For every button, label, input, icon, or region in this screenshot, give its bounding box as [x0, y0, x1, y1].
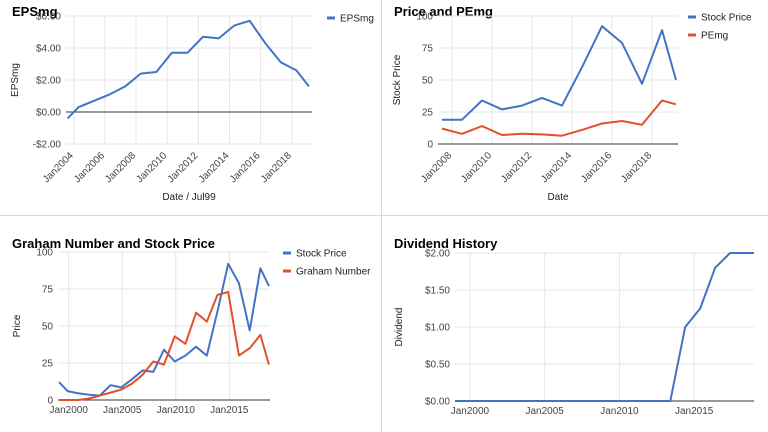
- dividend-chart-panel: Dividend History $0.00 $0.50 $1.00 $1.50 $2.0…: [382, 216, 768, 432]
- y-tick-label: 25: [422, 108, 434, 119]
- x-tick-label: Jan2014: [197, 150, 232, 185]
- y-axis-title: Dividend: [394, 308, 405, 347]
- series-line-dividend: [455, 252, 754, 402]
- dividend-chart: Dividend History $0.00 $0.50 $1.00 $1.50 $2.0…: [394, 236, 754, 417]
- x-tick-label: Jan2005: [526, 406, 565, 417]
- eps-chart-panel: EPSmg -$2.00 $0.00 $2.00 $4.00 $6.00 Jan2004 Ja…: [0, 0, 381, 215]
- series-line-stock-price: [58, 262, 270, 397]
- graham-chart-panel: Graham Number and Stock Price 0 25 50 75 100 J…: [0, 216, 381, 432]
- x-axis-title: Date: [547, 192, 569, 203]
- y-tick-label: $0.00: [36, 108, 61, 119]
- y-tick-label: $1.50: [425, 286, 450, 297]
- x-tick-label: Jan2015: [675, 406, 714, 417]
- y-tick-label: $0.50: [425, 360, 450, 371]
- x-tick-label: Jan2010: [459, 150, 494, 185]
- y-tick-label: 75: [42, 285, 54, 296]
- x-tick-label: Jan2014: [539, 150, 574, 185]
- y-axis-title: Stock Price: [392, 54, 403, 105]
- legend-label: Graham Number: [296, 267, 371, 278]
- legend-label: EPSmg: [340, 14, 374, 25]
- legend-label: Stock Price: [296, 249, 347, 260]
- y-tick-label: $4.00: [36, 44, 61, 55]
- x-tick-label: Jan2012: [166, 150, 201, 185]
- series-line-epsmg: [66, 19, 310, 120]
- x-tick-label: Jan2000: [50, 405, 89, 416]
- chart-title: EPSmg: [12, 4, 58, 19]
- y-tick-label: $2.00: [36, 76, 61, 87]
- price-pe-chart-panel: Price and PEmg 0 25 50 75 100 Jan2008 Jan2010 Ja…: [382, 0, 768, 215]
- y-tick-label: $0.00: [425, 397, 450, 408]
- x-tick-label: Jan2000: [451, 406, 490, 417]
- y-tick-label: $6.00: [36, 12, 61, 23]
- y-tick-label: $2.00: [425, 249, 450, 260]
- y-tick-label: 0: [427, 140, 433, 151]
- panel-divider-horizontal: [0, 215, 768, 216]
- legend-label: Stock Price: [701, 13, 752, 24]
- y-tick-label: 100: [36, 248, 53, 259]
- x-tick-label: Jan2004: [41, 150, 76, 185]
- chart-title: Graham Number and Stock Price: [12, 236, 215, 251]
- x-tick-label: Jan2010: [157, 405, 196, 416]
- y-tick-label: -$2.00: [33, 140, 62, 151]
- x-tick-label: Jan2016: [579, 150, 614, 185]
- x-tick-label: Jan2010: [134, 150, 169, 185]
- y-tick-label: 50: [422, 76, 434, 87]
- series-line-stock-price: [442, 25, 677, 121]
- x-tick-label: Jan2018: [259, 150, 294, 185]
- chart-title: Price and PEmg: [394, 4, 493, 19]
- panel-divider-vertical: [381, 0, 382, 432]
- y-axis-title: Price: [12, 314, 23, 337]
- graham-chart: Graham Number and Stock Price 0 25 50 75 100 J…: [12, 236, 371, 416]
- y-tick-label: 25: [42, 359, 54, 370]
- x-tick-label: Jan2012: [499, 150, 534, 185]
- x-tick-label: Jan2008: [103, 150, 138, 185]
- x-tick-label: Jan2010: [600, 406, 639, 417]
- x-axis-title: Date / Jul99: [162, 192, 216, 203]
- legend-label: PEmg: [701, 31, 728, 42]
- y-tick-label: 50: [42, 322, 54, 333]
- x-tick-label: Jan2016: [228, 150, 263, 185]
- x-tick-label: Jan2015: [210, 405, 249, 416]
- eps-chart: EPSmg-$2.00$0.00$2.00$4.00$6.00Jan2004Ja…: [10, 4, 374, 203]
- y-tick-label: 0: [47, 396, 53, 407]
- x-tick-label: Jan2005: [103, 405, 142, 416]
- series-line-graham-number: [59, 291, 270, 401]
- y-tick-label: $1.00: [425, 323, 450, 334]
- x-tick-label: Jan2018: [619, 150, 654, 185]
- y-tick-label: 100: [416, 12, 433, 23]
- chart-title: Dividend History: [394, 236, 498, 251]
- y-axis-title: EPSmg: [10, 63, 21, 97]
- x-tick-label: Jan2006: [72, 150, 107, 185]
- x-tick-label: Jan2008: [419, 150, 454, 185]
- series-line-pemg: [441, 99, 677, 137]
- y-tick-label: 75: [422, 44, 434, 55]
